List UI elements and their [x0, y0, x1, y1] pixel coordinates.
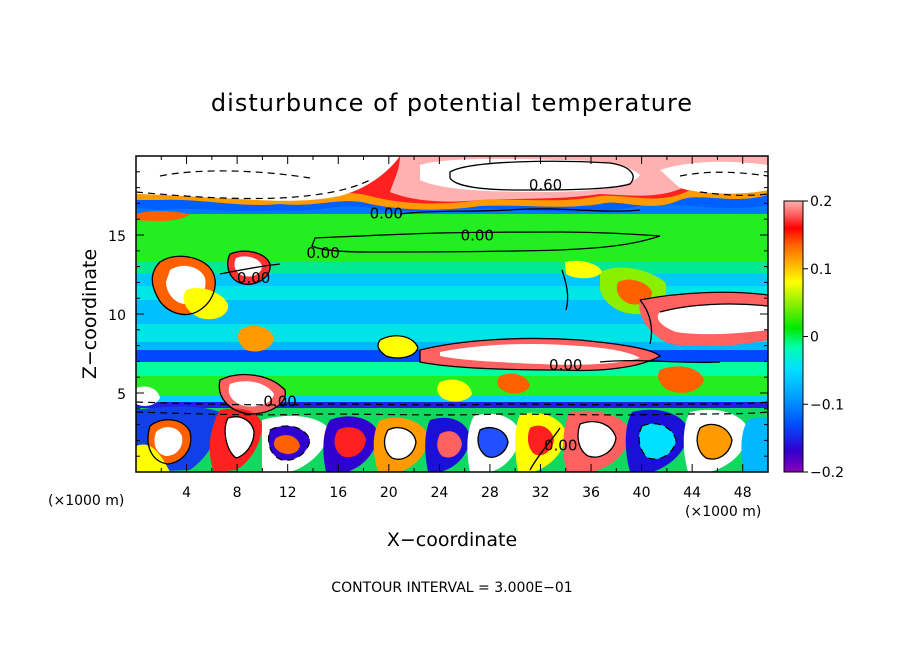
chart-title: disturbunce of potential temperature — [211, 89, 693, 117]
colorbar-ticks: 0.2 0.1 0 −0.1 −0.2 — [803, 194, 844, 481]
colorbar-tick-label: −0.2 — [810, 465, 844, 481]
contour-label: 0.00 — [461, 227, 494, 245]
x-tick-label: 8 — [233, 485, 242, 501]
y-tick-label: 5 — [117, 387, 126, 403]
y-tick-label: 15 — [108, 229, 126, 245]
contour-labels: 0.60 0.00 0.00 0.00 0.00 0.00 0.00 0.00 — [237, 176, 583, 455]
x-tick-label: 48 — [734, 485, 752, 501]
contour-label: 0.00 — [237, 269, 270, 287]
contour-label: 0.00 — [370, 204, 403, 222]
colorbar-tick-label: 0.2 — [810, 194, 832, 210]
contour-label: 0.00 — [306, 244, 339, 262]
contour-lines — [147, 160, 768, 471]
y-axis-label: Z−coordinate — [79, 249, 101, 379]
contour-label: 0.00 — [549, 356, 582, 374]
x-tick-label: 36 — [582, 485, 600, 501]
x-unit-left: (×1000 m) — [48, 493, 124, 509]
x-tick-label: 12 — [279, 485, 297, 501]
colorbar-tick-label: 0 — [810, 330, 819, 346]
x-axis-ticks: 4 8 12 16 20 24 28 32 36 40 44 48 — [160, 156, 752, 501]
contour-label: 0.00 — [263, 392, 296, 410]
y-axis-ticks: 5 10 15 — [108, 171, 768, 457]
colorbar-tick-label: −0.1 — [810, 397, 844, 413]
contour-label: 0.60 — [529, 176, 562, 194]
contour-interval-note: CONTOUR INTERVAL = 3.000E−01 — [331, 580, 572, 596]
contour-lines-dashed — [136, 170, 768, 461]
contour-label: 0.00 — [544, 437, 577, 455]
x-tick-label: 40 — [633, 485, 651, 501]
x-tick-label: 32 — [532, 485, 550, 501]
y-tick-label: 10 — [108, 308, 126, 324]
x-tick-label: 20 — [380, 485, 398, 501]
colorbar — [783, 200, 804, 473]
x-axis-label: X−coordinate — [387, 529, 517, 551]
heatmap-field — [136, 156, 768, 472]
x-tick-label: 28 — [481, 485, 499, 501]
x-tick-label: 24 — [430, 485, 448, 501]
colorbar-tick-label: 0.1 — [810, 262, 832, 278]
x-tick-label: 4 — [182, 485, 191, 501]
x-tick-label: 16 — [329, 485, 347, 501]
x-tick-label: 44 — [683, 485, 701, 501]
x-unit-right: (×1000 m) — [685, 504, 761, 520]
